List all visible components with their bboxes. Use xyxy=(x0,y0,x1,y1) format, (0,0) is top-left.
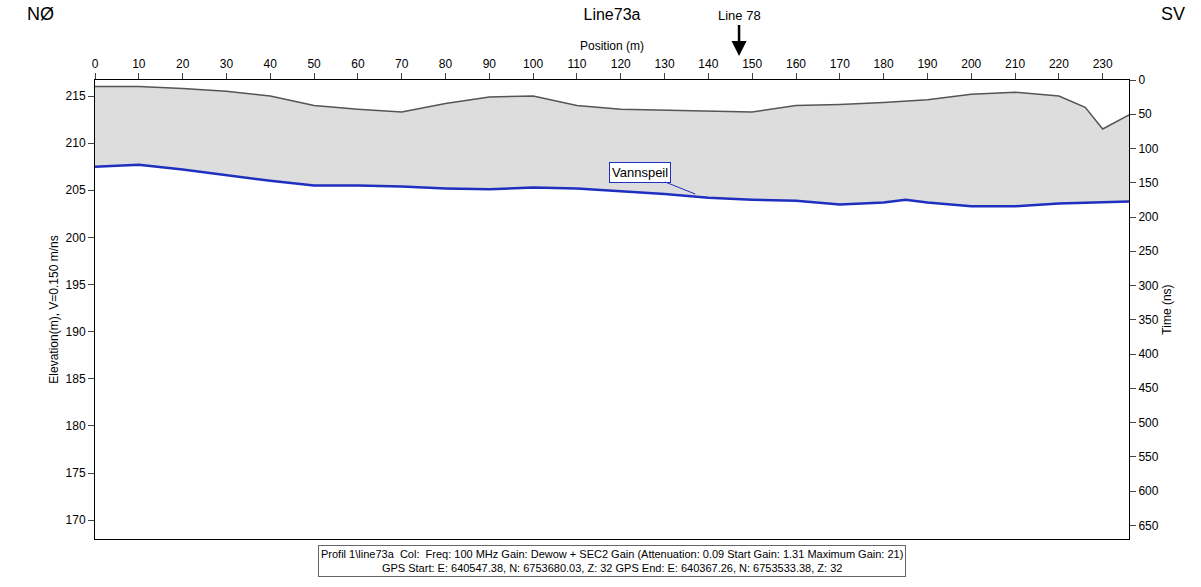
svg-text:Profil 1\line73a Col: Freq:: Profil 1\line73a Col: Freq: 100 MHz Gain… xyxy=(321,548,903,574)
svg-text:190: 190 xyxy=(66,325,86,339)
svg-text:50: 50 xyxy=(307,57,321,71)
svg-text:40: 40 xyxy=(264,57,278,71)
svg-text:400: 400 xyxy=(1138,347,1158,361)
svg-text:180: 180 xyxy=(874,57,894,71)
svg-text:10: 10 xyxy=(132,57,146,71)
svg-text:180: 180 xyxy=(66,419,86,433)
svg-text:210: 210 xyxy=(1005,57,1025,71)
svg-text:220: 220 xyxy=(1049,57,1069,71)
svg-text:250: 250 xyxy=(1138,244,1158,258)
svg-text:120: 120 xyxy=(611,57,631,71)
svg-text:80: 80 xyxy=(439,57,453,71)
svg-text:0: 0 xyxy=(92,57,99,71)
svg-text:Time (ns): Time (ns) xyxy=(1160,284,1174,334)
svg-text:NØ: NØ xyxy=(27,4,54,24)
svg-text:110: 110 xyxy=(567,57,586,71)
svg-text:170: 170 xyxy=(830,57,850,71)
svg-text:175: 175 xyxy=(66,466,86,480)
svg-text:215: 215 xyxy=(66,89,86,103)
svg-text:550: 550 xyxy=(1138,450,1158,464)
svg-text:185: 185 xyxy=(66,372,86,386)
svg-text:Elevation(m), V=0.150 m/ns: Elevation(m), V=0.150 m/ns xyxy=(47,235,61,383)
svg-text:60: 60 xyxy=(351,57,365,71)
svg-text:350: 350 xyxy=(1138,313,1158,327)
svg-text:650: 650 xyxy=(1138,519,1158,533)
svg-text:100: 100 xyxy=(523,57,543,71)
svg-text:205: 205 xyxy=(66,183,86,197)
svg-text:100: 100 xyxy=(1138,142,1158,156)
svg-text:Position (m): Position (m) xyxy=(580,39,644,53)
svg-text:140: 140 xyxy=(698,57,718,71)
svg-text:150: 150 xyxy=(1138,176,1158,190)
svg-text:200: 200 xyxy=(66,231,86,245)
svg-text:170: 170 xyxy=(66,513,86,527)
svg-text:230: 230 xyxy=(1093,57,1113,71)
svg-text:200: 200 xyxy=(961,57,981,71)
svg-text:450: 450 xyxy=(1138,381,1158,395)
svg-text:210: 210 xyxy=(66,136,86,150)
svg-text:90: 90 xyxy=(483,57,497,71)
svg-text:500: 500 xyxy=(1138,416,1158,430)
svg-text:150: 150 xyxy=(742,57,762,71)
svg-text:30: 30 xyxy=(220,57,234,71)
svg-text:Vannspeil: Vannspeil xyxy=(612,165,668,180)
svg-text:50: 50 xyxy=(1138,107,1152,121)
svg-text:160: 160 xyxy=(786,57,806,71)
svg-text:SV: SV xyxy=(1161,4,1185,24)
svg-text:190: 190 xyxy=(917,57,937,71)
svg-text:20: 20 xyxy=(176,57,190,71)
svg-text:600: 600 xyxy=(1138,484,1158,498)
svg-text:130: 130 xyxy=(655,57,675,71)
svg-text:Line73a: Line73a xyxy=(584,6,641,23)
svg-text:70: 70 xyxy=(395,57,409,71)
svg-text:0: 0 xyxy=(1138,73,1145,87)
svg-text:195: 195 xyxy=(66,278,86,292)
svg-text:200: 200 xyxy=(1138,210,1158,224)
svg-text:Line 78: Line 78 xyxy=(718,8,761,23)
svg-text:300: 300 xyxy=(1138,279,1158,293)
